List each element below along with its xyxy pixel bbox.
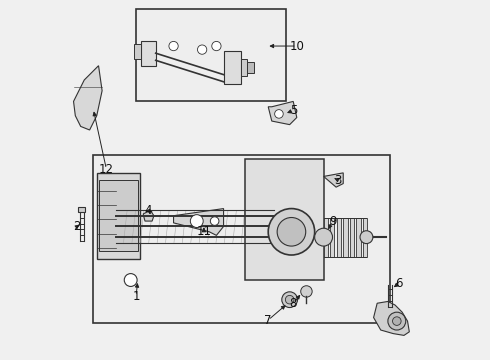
- Bar: [323, 217, 328, 257]
- Polygon shape: [373, 301, 409, 336]
- Polygon shape: [74, 66, 102, 130]
- Circle shape: [197, 45, 207, 54]
- Text: 3: 3: [334, 174, 342, 186]
- Bar: [330, 217, 334, 257]
- Circle shape: [388, 312, 406, 330]
- Text: 1: 1: [132, 289, 140, 303]
- Bar: [136, 9, 286, 102]
- Bar: [350, 217, 354, 257]
- Polygon shape: [268, 102, 297, 125]
- Circle shape: [392, 317, 401, 325]
- Bar: [142, 41, 156, 66]
- Circle shape: [360, 231, 373, 244]
- Circle shape: [282, 292, 297, 307]
- Text: 8: 8: [290, 297, 297, 310]
- Bar: [134, 44, 142, 59]
- Circle shape: [124, 274, 137, 287]
- Text: 5: 5: [290, 104, 297, 117]
- Bar: [98, 180, 138, 251]
- Circle shape: [212, 41, 221, 51]
- Polygon shape: [143, 210, 154, 221]
- Bar: [242, 59, 247, 76]
- Bar: [337, 217, 341, 257]
- Text: 10: 10: [290, 40, 304, 53]
- Text: 6: 6: [395, 277, 402, 290]
- Bar: [363, 217, 367, 257]
- Bar: [93, 155, 390, 323]
- Circle shape: [268, 208, 315, 255]
- Circle shape: [277, 217, 306, 246]
- Text: 12: 12: [99, 163, 114, 176]
- Circle shape: [275, 110, 283, 118]
- Bar: [356, 217, 361, 257]
- Circle shape: [301, 286, 312, 297]
- Text: 9: 9: [329, 215, 336, 228]
- Bar: [245, 158, 323, 280]
- Text: 2: 2: [74, 220, 81, 233]
- Text: 7: 7: [265, 314, 272, 327]
- Polygon shape: [323, 173, 343, 187]
- Bar: [343, 217, 347, 257]
- Bar: [97, 173, 140, 258]
- Circle shape: [285, 296, 294, 304]
- Bar: [247, 62, 254, 73]
- Bar: [78, 207, 85, 212]
- Circle shape: [169, 41, 178, 51]
- Circle shape: [190, 215, 203, 228]
- Text: 11: 11: [196, 225, 211, 238]
- Polygon shape: [173, 208, 223, 235]
- Circle shape: [210, 217, 219, 225]
- Text: 4: 4: [145, 204, 152, 217]
- Circle shape: [315, 228, 333, 246]
- Bar: [223, 51, 242, 84]
